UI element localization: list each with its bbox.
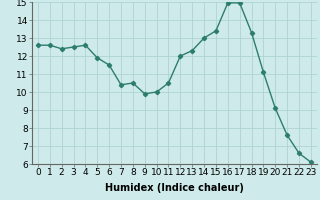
- X-axis label: Humidex (Indice chaleur): Humidex (Indice chaleur): [105, 183, 244, 193]
